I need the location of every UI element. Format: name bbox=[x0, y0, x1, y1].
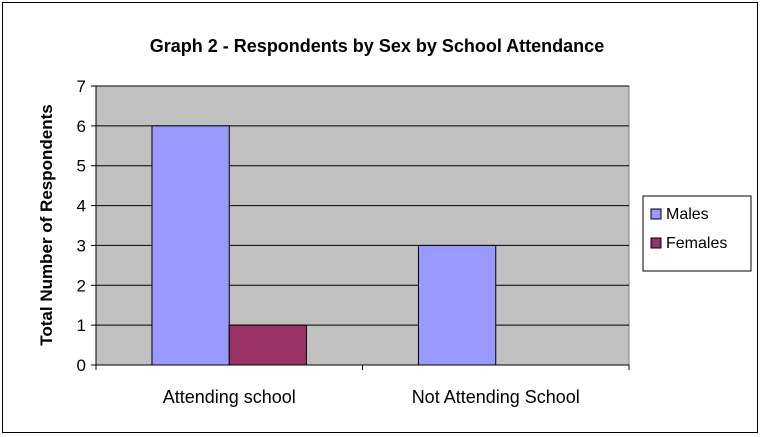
bar-males-1 bbox=[417, 244, 497, 366]
legend-swatch-females bbox=[650, 237, 662, 249]
axes bbox=[91, 85, 630, 370]
x-category-label: Attending school bbox=[163, 387, 296, 407]
y-tick-label: 5 bbox=[77, 157, 86, 176]
chart-title: Graph 2 - Respondents by Sex by School A… bbox=[150, 36, 604, 56]
y-axis-label: Total Number of Respondents bbox=[37, 104, 56, 345]
y-tick-label: 2 bbox=[77, 276, 86, 295]
legend-swatch-males bbox=[650, 208, 662, 220]
bar-males-0 bbox=[151, 125, 230, 366]
bar-females-0 bbox=[228, 324, 308, 366]
y-tick-label: 1 bbox=[77, 316, 86, 335]
y-tick-labels: 0 1 2 3 4 5 6 7 bbox=[77, 77, 86, 375]
y-tick-label: 3 bbox=[77, 236, 86, 255]
legend: Males Females bbox=[642, 195, 752, 272]
y-tick-label: 4 bbox=[77, 197, 86, 216]
legend-label-males: Males bbox=[666, 206, 709, 223]
y-tick-label: 6 bbox=[77, 117, 86, 136]
y-tick-label: 7 bbox=[77, 77, 86, 96]
legend-label-females: Females bbox=[666, 235, 727, 252]
y-tick-label: 0 bbox=[77, 356, 86, 375]
bars bbox=[151, 125, 497, 366]
x-category-label: Not Attending School bbox=[412, 387, 580, 407]
x-category-labels: Attending school Not Attending School bbox=[163, 387, 580, 407]
